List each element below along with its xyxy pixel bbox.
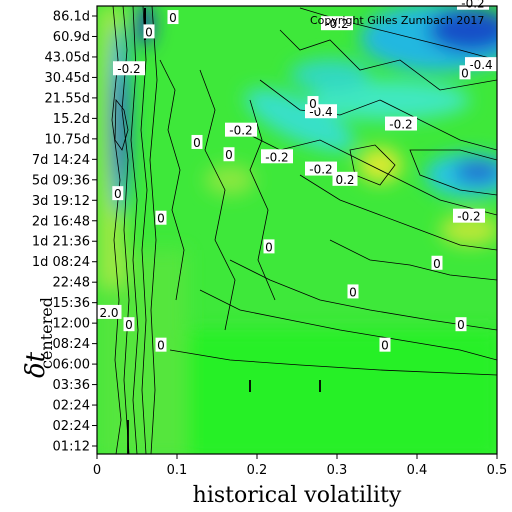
contour-label-bg: [465, 57, 497, 72]
y-tick-label: 1d 08:24: [32, 255, 90, 270]
y-tick-label: 15.2d: [53, 112, 90, 127]
y-tick-label: 21.55d: [45, 91, 90, 106]
contour-label: 0: [193, 136, 201, 150]
contour-label: 2.0: [99, 306, 118, 320]
contour-label-bg: [155, 210, 167, 225]
y-tick-label: 08:24: [53, 337, 90, 352]
contour-label: -0.2: [117, 62, 140, 76]
y-axis-title: δt centered: [21, 297, 56, 378]
y-tick-label: 12:00: [53, 317, 90, 332]
contour-label-bg: [123, 317, 135, 332]
y-tick-label: 02:24: [53, 419, 90, 434]
y-tick-label: 03:36: [53, 378, 90, 393]
contour-label-bg: [321, 16, 353, 31]
contour-label: 0: [309, 97, 317, 111]
contour-label: 0: [461, 66, 469, 80]
contour-label: 0: [157, 212, 165, 226]
y-axis-label-subscript: centered: [37, 297, 56, 369]
contour-label-bg: [459, 65, 471, 80]
contour-label: 0.2: [335, 173, 354, 187]
contour-label: -0.2: [265, 150, 288, 164]
contour-labels: -0.2-0.2-0.40-0.200-0.40-0.2-0.200 -0.2-0…: [96, 0, 497, 353]
contour-label: 0: [157, 339, 165, 353]
heatmap-field: [97, 6, 497, 454]
contour-label-bg: [347, 284, 359, 299]
x-tick-label: 0.3: [327, 463, 348, 478]
contour-label-bg: [113, 61, 145, 76]
contour-label-bg: [167, 10, 179, 25]
contour-label: -0.2: [229, 124, 252, 138]
y-tick-label: 60.9d: [53, 30, 90, 45]
contour-label: -0.2: [309, 163, 332, 177]
contour-label: 0: [457, 318, 465, 332]
contour-label-bg: [453, 208, 485, 223]
y-axis: 01:12 02:24 02:24 03:36 06:00 08:24 12:00 15:36…: [32, 10, 97, 455]
x-tick-label: 0.1: [167, 463, 188, 478]
contour-label: 0: [169, 11, 177, 25]
y-tick-label: 01:12: [53, 440, 90, 455]
y-tick-label: 30.45d: [45, 71, 90, 86]
copyright-text: Copyright Gilles Zumbach 2017: [310, 14, 484, 27]
contour-label: -0.2: [389, 118, 412, 132]
contour-label-bg: [385, 116, 417, 131]
contour-label-bg: [332, 171, 358, 186]
y-tick-label: 5d 09:36: [32, 173, 90, 188]
y-tick-label: 2d 16:48: [32, 214, 90, 229]
y-tick-label: 02:24: [53, 399, 90, 414]
contour-label: 0: [349, 285, 357, 299]
y-tick-label: 7d 14:24: [32, 153, 90, 168]
contour-label-bg: [155, 337, 167, 352]
x-tick-label: 0.4: [407, 463, 428, 478]
contour-label-bg: [263, 239, 275, 254]
plot-frame: [96, 5, 498, 455]
contour-label-bg: [457, 0, 489, 10]
contour-label: 0: [265, 240, 273, 254]
contour-label-bg: [261, 149, 293, 164]
contour-label: 0: [433, 257, 441, 271]
y-tick-label: 22:48: [53, 276, 90, 291]
contour-label-bg: [431, 255, 443, 270]
contour-label: 0: [381, 339, 389, 353]
contour-label-bg: [143, 24, 155, 39]
y-tick-label: 10.75d: [45, 132, 90, 147]
y-tick-label: 86.1d: [53, 10, 90, 25]
contour-label-bg: [223, 147, 235, 162]
contour-label: -0.2: [457, 210, 480, 224]
y-axis-label: δt: [21, 351, 51, 378]
y-tick-label: 15:36: [53, 296, 90, 311]
contour-label: -0.2: [461, 0, 484, 11]
contour-label-bg: [455, 317, 467, 332]
x-tick-label: 0: [93, 463, 101, 478]
x-tick-label: 0.2: [247, 463, 268, 478]
contour-label: -0.2: [325, 17, 348, 31]
contour-label-bg: [225, 122, 257, 137]
y-tick-label: 43.05d: [45, 50, 90, 65]
contour-label-bg: [307, 96, 319, 111]
x-axis-label: historical volatility: [193, 483, 402, 508]
x-axis: 0 0.1 0.2 0.3 0.4 0.5: [93, 454, 507, 478]
contour-label: 0: [125, 318, 133, 332]
contour-label: 0: [145, 25, 153, 39]
contour-lines: [111, 6, 497, 454]
contour-label-bg: [96, 304, 122, 319]
contour-label-bg: [305, 161, 337, 176]
contour-label-bg: [112, 186, 124, 201]
contour-label: 0: [225, 148, 233, 162]
contour-label-bg: [191, 134, 203, 149]
y-tick-label: 1d 21:36: [32, 235, 90, 250]
contour-label: 0: [114, 187, 122, 201]
y-tick-label: 3d 19:12: [32, 194, 90, 209]
contour-label-bg: [379, 337, 391, 352]
x-tick-label: 0.5: [487, 463, 508, 478]
y-tick-label: 06:00: [53, 358, 90, 373]
contour-label: -0.4: [469, 58, 492, 72]
